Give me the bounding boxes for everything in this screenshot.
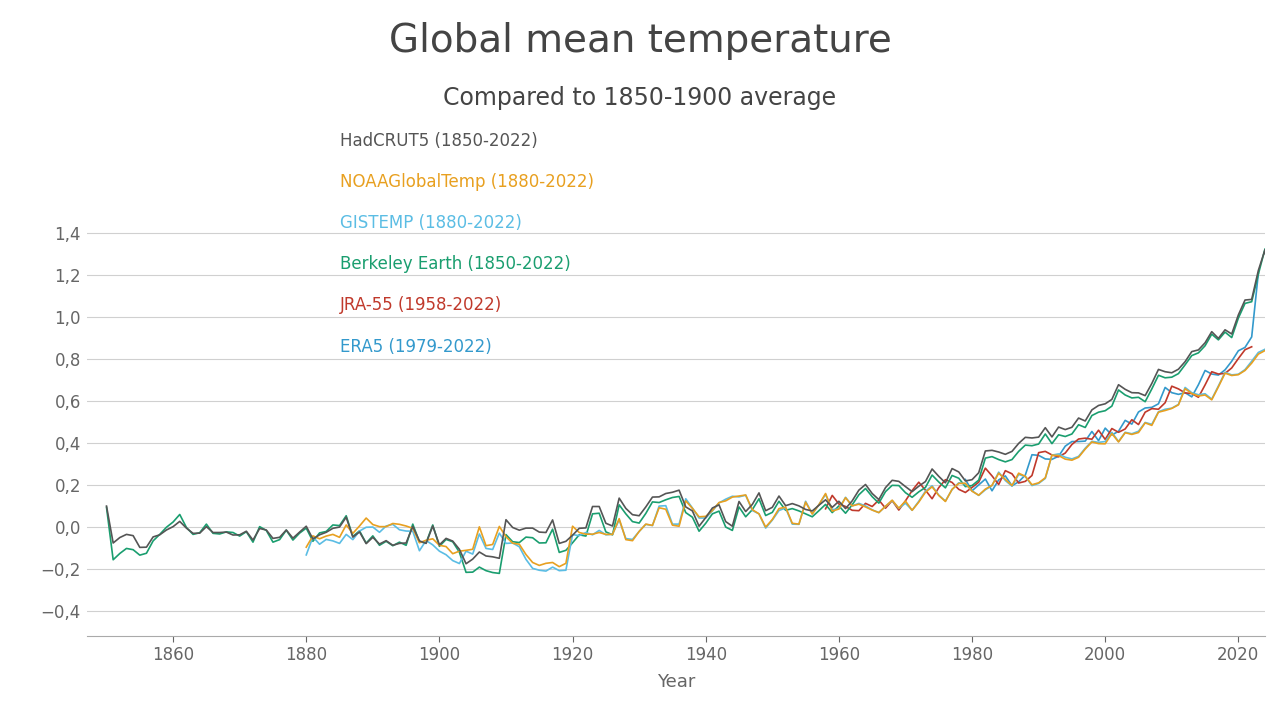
Text: NOAAGlobalTemp (1880-2022): NOAAGlobalTemp (1880-2022) xyxy=(340,174,594,192)
X-axis label: Year: Year xyxy=(657,672,695,690)
Text: Berkeley Earth (1850-2022): Berkeley Earth (1850-2022) xyxy=(340,256,571,274)
Text: JRA-55 (1958-2022): JRA-55 (1958-2022) xyxy=(340,297,502,315)
Text: Global mean temperature: Global mean temperature xyxy=(389,22,891,60)
Text: HadCRUT5 (1850-2022): HadCRUT5 (1850-2022) xyxy=(340,132,538,150)
Text: Compared to 1850-1900 average: Compared to 1850-1900 average xyxy=(443,86,837,110)
Text: ERA5 (1979-2022): ERA5 (1979-2022) xyxy=(340,338,492,356)
Text: GISTEMP (1880-2022): GISTEMP (1880-2022) xyxy=(340,215,522,233)
